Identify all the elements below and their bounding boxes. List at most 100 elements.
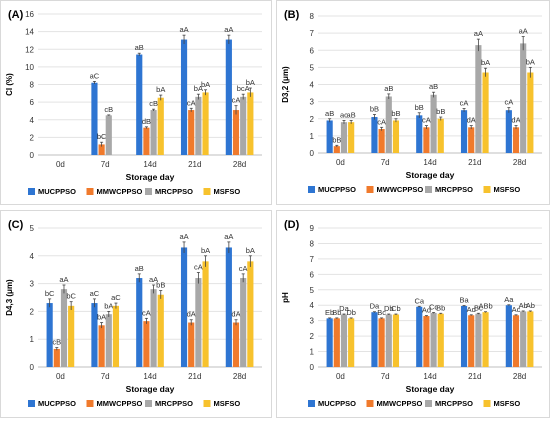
data-label: Bc [377,308,386,317]
bar [232,322,240,367]
data-label: cA [232,96,241,105]
y-tick-label: 8 [310,239,315,248]
legend-label: MUCPPSO [318,399,356,408]
bar [423,316,430,367]
bar [527,311,534,367]
y-tick-label: 4 [310,301,315,310]
bar [475,45,482,153]
legend-swatch [28,400,35,407]
data-label: bA [201,246,210,255]
data-label: Bb [332,308,341,317]
data-label: aB [429,82,438,91]
y-tick-label: 14 [25,28,34,37]
bar [98,144,105,155]
x-tick-label: 0d [56,372,65,381]
bar [247,261,254,367]
x-tick-label: 21d [188,372,201,381]
data-label: Ca [414,296,424,305]
legend-label: MRCPPSO [155,187,193,196]
data-label: Ab [526,301,535,310]
data-label: Db [346,308,356,317]
data-label: aB [347,110,356,119]
data-label: Cb [391,304,401,313]
bar [136,278,143,367]
y-tick-label: 7 [310,255,315,264]
data-label: cA [194,262,203,271]
bar [385,96,392,153]
panel-label: (A) [8,9,24,21]
bar [512,315,520,367]
panel-border [276,0,550,205]
data-label: dA [511,116,520,125]
bar [240,96,247,155]
data-label: bB [332,135,341,144]
bar [512,127,520,153]
y-tick-label: 4 [30,252,35,261]
legend-label: MUCPPSO [318,185,356,194]
y-tick-label: 1 [310,348,315,357]
bar [188,322,195,367]
bar [430,312,437,367]
y-tick-label: 2 [30,133,35,142]
data-label: bA [104,301,113,310]
legend-swatch [366,400,374,407]
data-label: bA [526,57,535,66]
bar [225,39,232,155]
bar [150,289,157,367]
data-label: bB [156,281,165,290]
bar [105,314,112,367]
y-tick-label: 9 [310,224,315,233]
bar [98,325,105,367]
y-tick-label: 0 [30,363,35,372]
y-axis-label: pH [281,292,290,303]
data-label: Bb [436,303,445,312]
data-label: Cc [429,302,438,311]
data-label: bB [370,104,379,113]
data-label: aC [90,289,100,298]
data-label: bC [97,132,107,141]
y-tick-label: 6 [310,46,315,55]
bar [91,303,98,367]
bar [348,318,355,367]
data-label: aA [179,232,188,241]
data-label: dA [467,116,476,125]
data-label: dA [231,310,240,319]
bar [180,39,188,155]
y-tick-label: 0 [310,149,315,158]
data-label: bC [66,292,76,301]
bar [475,313,482,367]
data-label: aB [384,84,393,93]
data-label: aA [519,27,528,36]
bar [378,129,385,153]
data-label: Da [339,304,349,313]
y-tick-label: 8 [310,12,315,21]
x-tick-label: 21d [188,160,201,169]
legend-label: MRCPPSO [155,399,193,408]
data-label: cB [52,338,61,347]
bar [416,306,423,367]
legend-label: MMWCPPSO [377,399,423,408]
data-label: Bc [474,303,483,312]
y-tick-label: 3 [310,98,315,107]
bar [202,92,209,155]
y-axis-label: CI (%) [5,73,14,96]
y-axis-label: D4,3 (μm) [5,279,14,316]
legend-swatch [483,186,491,193]
bar [430,94,437,153]
bar [378,318,385,367]
y-tick-label: 8 [30,81,35,90]
bar [482,312,489,367]
data-label: cA [187,98,196,107]
data-label: bB [436,107,445,116]
bar [371,312,378,367]
data-label: cB [104,105,113,114]
legend-label: MUCPPSO [38,399,76,408]
panel-label: (B) [284,9,300,21]
bar [112,305,120,367]
bar [195,278,202,367]
legend-swatch [145,188,152,195]
bar [195,96,202,155]
panel-border [276,210,550,418]
data-label: bB [391,109,400,118]
